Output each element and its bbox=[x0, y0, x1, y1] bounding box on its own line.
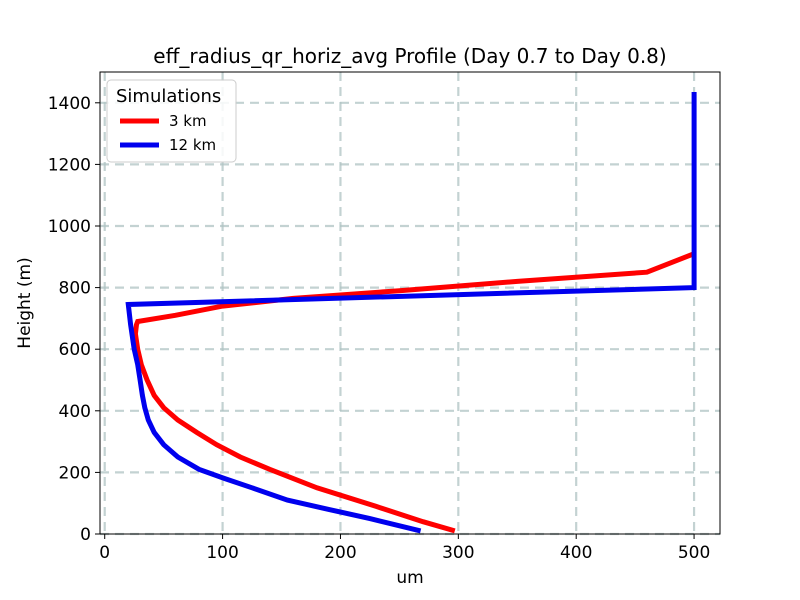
x-axis-label: um bbox=[396, 568, 423, 588]
x-tick-label: 500 bbox=[678, 543, 710, 563]
series-line-12km bbox=[125, 92, 697, 534]
y-tick-label: 1400 bbox=[48, 94, 91, 114]
ticks: 0 100 200 300 400 500 0 200 400 600 800 1000 1200 140… bbox=[48, 94, 711, 563]
y-tick-label: 1000 bbox=[48, 217, 91, 237]
y-tick-label: 0 bbox=[80, 525, 91, 545]
y-tick-label: 600 bbox=[59, 340, 91, 360]
chart-title: eff_radius_qr_horiz_avg Profile (Day 0.7… bbox=[153, 44, 666, 68]
y-axis-label: Height (m) bbox=[15, 257, 35, 348]
legend-title: Simulations bbox=[116, 86, 221, 107]
legend: Simulations 3 km 12 km bbox=[106, 79, 237, 163]
legend-label-12km: 12 km bbox=[169, 136, 216, 154]
plot-frame bbox=[99, 71, 721, 535]
y-tick-label: 200 bbox=[59, 463, 91, 483]
y-tick-label: 1200 bbox=[48, 155, 91, 175]
y-tick-label: 400 bbox=[59, 402, 91, 422]
x-tick-label: 0 bbox=[99, 543, 110, 563]
legend-box bbox=[106, 79, 237, 163]
y-tick-label: 800 bbox=[59, 279, 91, 299]
x-tick-label: 200 bbox=[324, 543, 356, 563]
x-tick-label: 400 bbox=[560, 543, 592, 563]
x-tick-label: 100 bbox=[206, 543, 238, 563]
series-layer bbox=[125, 92, 697, 534]
legend-label-3km: 3 km bbox=[169, 112, 207, 130]
x-tick-label: 300 bbox=[442, 543, 474, 563]
